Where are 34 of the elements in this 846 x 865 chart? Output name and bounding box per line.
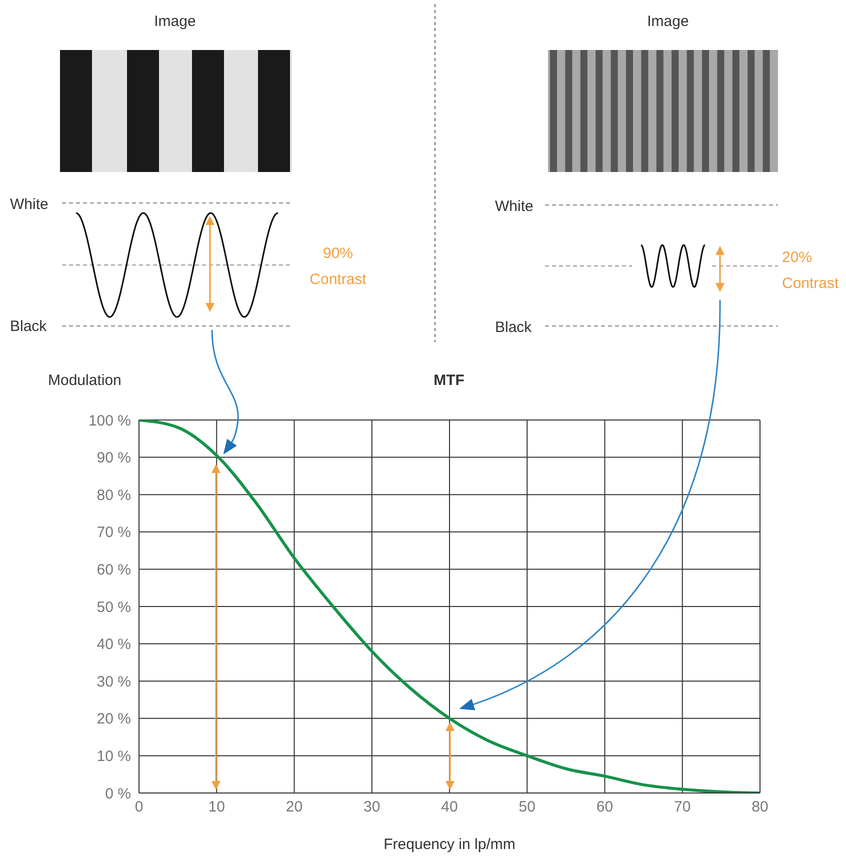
y-tick-label: 30 % [96, 673, 131, 690]
line-series [139, 420, 760, 793]
y-tick-label: 40 % [96, 636, 131, 654]
text: 20% [782, 249, 812, 266]
y-tick-label: 20 % [96, 710, 131, 728]
y-tick-label: 80 % [96, 486, 131, 504]
y-tick-label: 90 % [96, 450, 131, 467]
y-tick-label: 100 % [88, 412, 131, 430]
text: Black [10, 318, 48, 335]
text: Contrast [782, 275, 840, 292]
chart-title: MTF [434, 372, 464, 389]
text: Black [495, 319, 532, 336]
x-tick-label: 40 [441, 798, 458, 816]
x-tick-label: 30 [364, 798, 380, 816]
x-tick-label: 10 [208, 798, 225, 816]
x-tick-label: 70 [674, 798, 691, 816]
y-tick-label: 60 % [96, 562, 131, 579]
y-tick-label: 10 % [96, 748, 131, 766]
text: 90% [322, 245, 354, 262]
x-tick-label: 50 [518, 798, 536, 816]
y-tick-label: 0 % [105, 785, 131, 802]
text: Contrast [310, 271, 368, 288]
x-tick-label: 60 [596, 798, 614, 816]
y-axis-title: Modulation [48, 372, 122, 389]
x-tick-label: 0 [134, 798, 144, 816]
x-tick-label: 80 [752, 798, 768, 816]
x-tick-label: 20 [286, 798, 303, 816]
x-axis-title: Frequency in lp/mm [384, 836, 516, 853]
text: White [495, 198, 534, 215]
text: White [10, 196, 48, 213]
y-tick-label: 70 % [96, 524, 131, 542]
y-tick-label: 50 % [96, 598, 131, 616]
text: Image [154, 13, 196, 30]
text: Image [647, 13, 689, 30]
